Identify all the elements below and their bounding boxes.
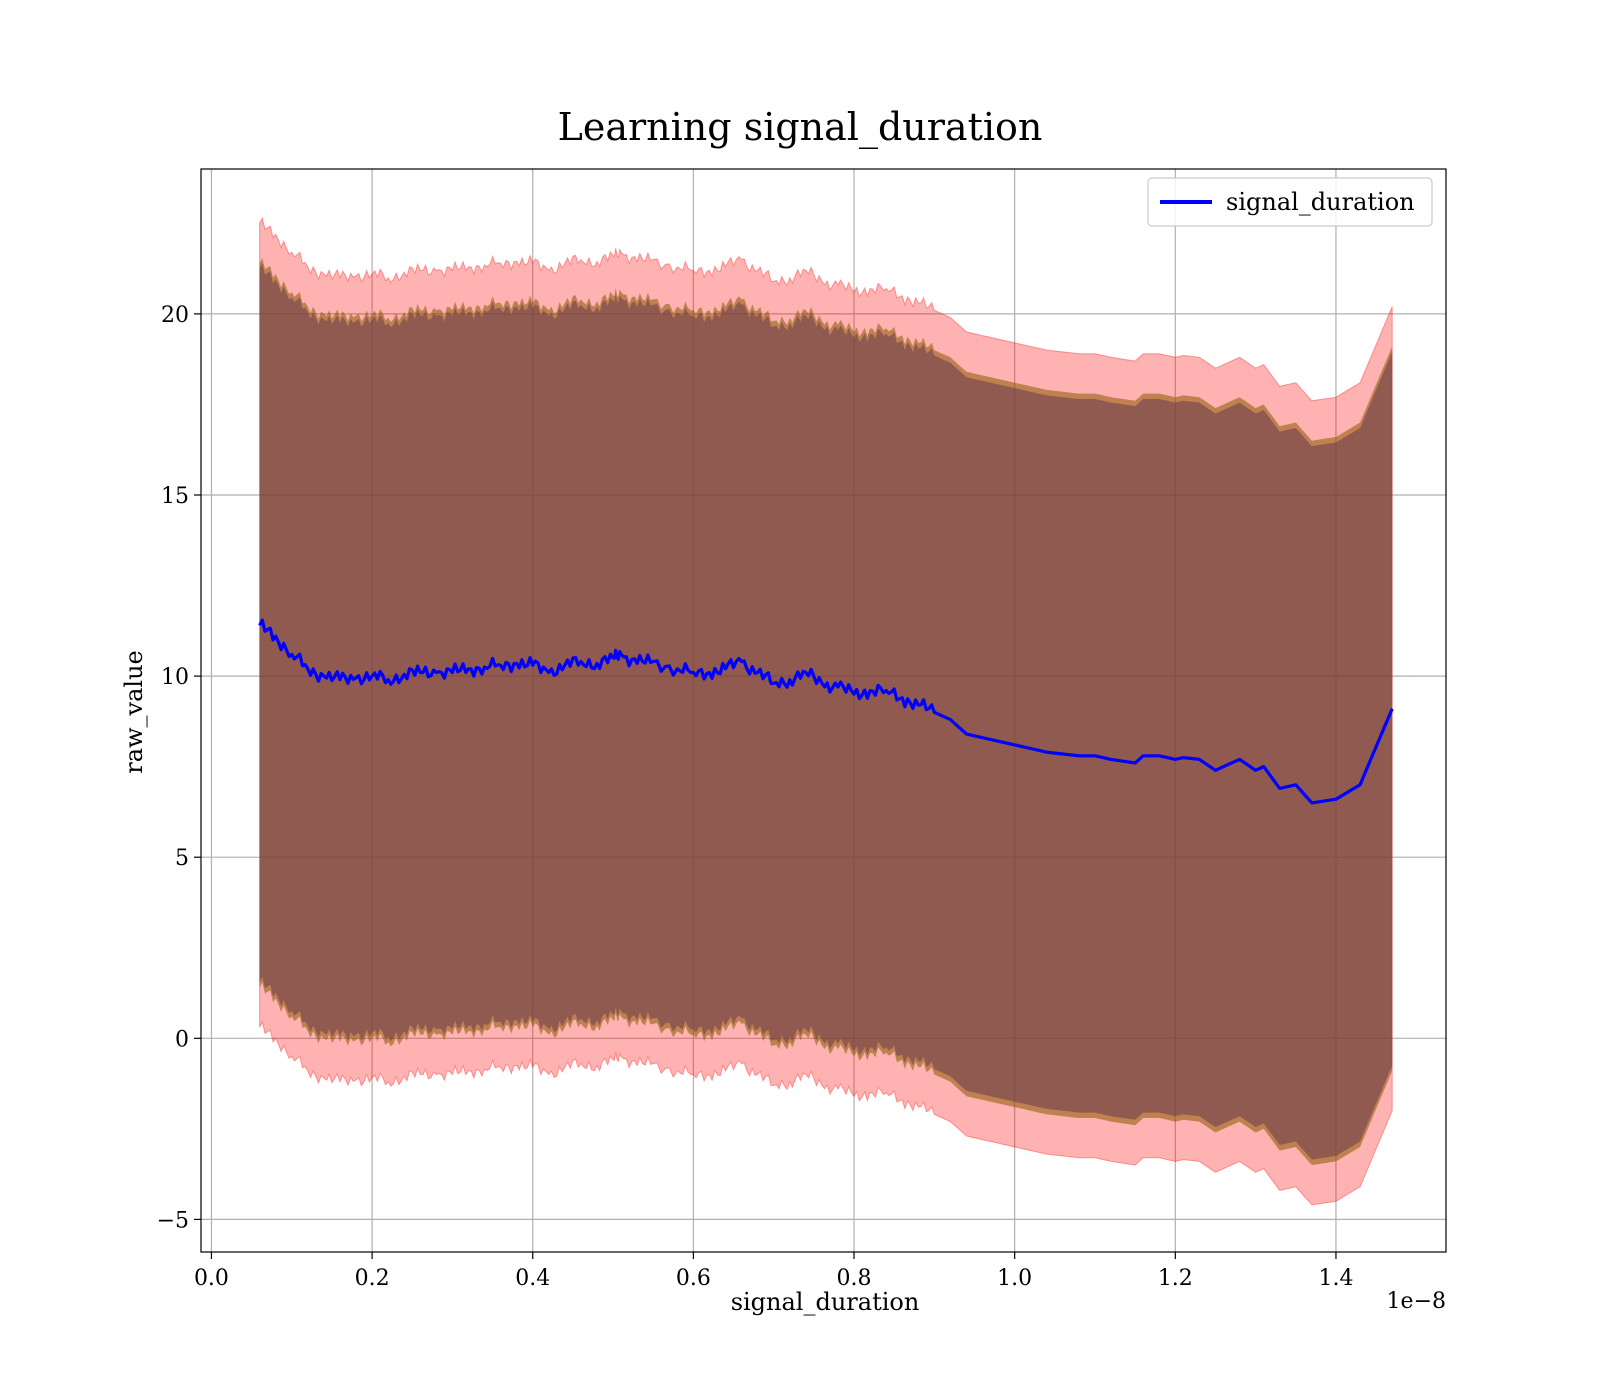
line-layer xyxy=(258,618,1394,805)
tick-layer: 0.0 0.2 0.4 0.6 0.8 1.0 1.2 1.4 −5 0 5 10 15 20 xyxy=(157,303,1354,1291)
y-tick-label: 0 xyxy=(175,1027,189,1052)
x-tick-label: 1.2 xyxy=(1158,1266,1193,1291)
x-tick-label: 0.0 xyxy=(194,1266,229,1291)
chart-title: Learning signal_duration xyxy=(558,105,1043,150)
y-tick-label: 5 xyxy=(175,846,189,871)
x-tick-label: 0.4 xyxy=(515,1266,550,1291)
inner-confidence-band xyxy=(259,263,1393,1160)
x-offset-label: 1e−8 xyxy=(1387,1289,1446,1314)
plot-area: 0.0 0.2 0.4 0.6 0.8 1.0 1.2 1.4 −5 0 5 10 15 20 xyxy=(157,168,1447,1291)
legend: signal_duration xyxy=(1147,177,1433,227)
x-tick-label: 1.0 xyxy=(997,1266,1032,1291)
x-tick-label: 0.8 xyxy=(837,1266,872,1291)
x-tick-label: 0.6 xyxy=(676,1266,711,1291)
x-tick-label: 1.4 xyxy=(1318,1266,1353,1291)
y-tick-label: 20 xyxy=(161,303,189,328)
y-tick-label: 15 xyxy=(161,484,189,509)
y-tick-label: −5 xyxy=(157,1208,189,1233)
y-tick-label: 10 xyxy=(161,665,189,690)
band-layer xyxy=(259,216,1393,1206)
legend-label: signal_duration xyxy=(1226,188,1415,216)
plot-frame xyxy=(200,168,1447,1253)
x-axis-label: signal_duration xyxy=(731,1288,920,1316)
y-axis-label: raw_value xyxy=(120,650,148,774)
x-tick-label: 0.2 xyxy=(355,1266,390,1291)
legend-box xyxy=(1147,177,1433,227)
series-line-signal-duration xyxy=(258,618,1394,805)
